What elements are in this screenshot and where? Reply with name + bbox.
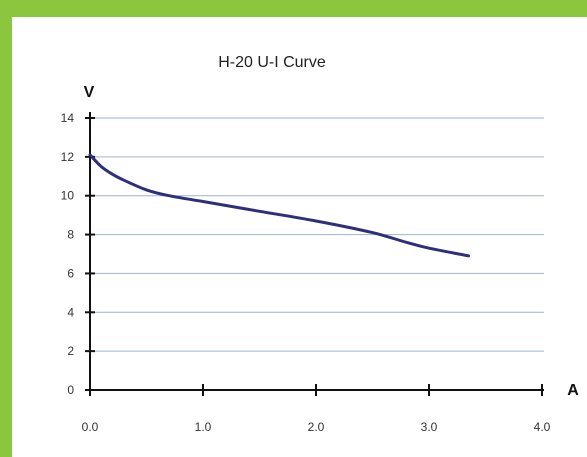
x-tick-label: 0.0 bbox=[82, 420, 99, 434]
y-tick-label: 6 bbox=[67, 266, 74, 280]
axes bbox=[85, 112, 544, 396]
series bbox=[88, 153, 471, 258]
chart-title: H-20 U-I Curve bbox=[218, 54, 326, 71]
grid-lines bbox=[90, 117, 544, 352]
x-tick-label: 3.0 bbox=[421, 420, 438, 434]
y-axis-label: V bbox=[84, 84, 95, 101]
tick-labels: 0 2 4 6 8 10 12 14 0.0 1.0 2.0 3.0 4.0 bbox=[61, 111, 551, 434]
y-tick-label: 12 bbox=[61, 150, 75, 164]
y-tick-label: 2 bbox=[67, 344, 74, 358]
series-line bbox=[88, 153, 471, 258]
x-tick-label: 4.0 bbox=[534, 420, 551, 434]
y-tick-label: 4 bbox=[67, 305, 74, 319]
x-tick-label: 2.0 bbox=[308, 420, 325, 434]
x-axis-label: A bbox=[567, 382, 579, 399]
chart-panel: H-20 U-I Curve V A 0 2 4 6 8 10 12 14 0.0 1.0 2.0 3… bbox=[12, 17, 587, 457]
y-tick-label: 14 bbox=[61, 111, 75, 125]
u-i-curve-chart: H-20 U-I Curve V A 0 2 4 6 8 10 12 14 0.0 1.0 2.0 3… bbox=[61, 54, 580, 434]
x-tick-label: 1.0 bbox=[195, 420, 212, 434]
y-tick-label: 10 bbox=[61, 189, 75, 203]
y-tick-label: 8 bbox=[67, 228, 74, 242]
y-tick-label: 0 bbox=[67, 383, 74, 397]
